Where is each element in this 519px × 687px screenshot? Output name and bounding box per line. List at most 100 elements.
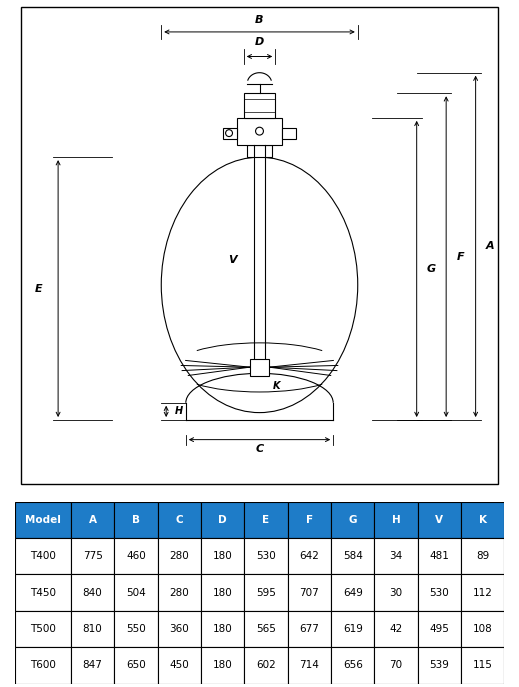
Bar bbox=[461, 611, 504, 647]
Text: T500: T500 bbox=[30, 624, 56, 634]
Circle shape bbox=[226, 130, 233, 137]
Text: A: A bbox=[486, 241, 495, 251]
Bar bbox=[158, 502, 201, 538]
Text: D: D bbox=[218, 515, 227, 525]
Text: T600: T600 bbox=[30, 660, 56, 671]
Text: G: G bbox=[427, 264, 436, 274]
Bar bbox=[418, 538, 461, 574]
Text: 70: 70 bbox=[389, 660, 403, 671]
Bar bbox=[244, 538, 288, 574]
Text: 108: 108 bbox=[473, 624, 493, 634]
Text: K: K bbox=[273, 381, 280, 391]
Bar bbox=[15, 574, 71, 611]
Bar bbox=[114, 502, 158, 538]
Text: 840: 840 bbox=[83, 587, 102, 598]
Bar bbox=[114, 574, 158, 611]
Bar bbox=[244, 93, 275, 118]
Text: F: F bbox=[457, 251, 465, 262]
Bar bbox=[201, 611, 244, 647]
Text: 504: 504 bbox=[126, 587, 146, 598]
Bar bbox=[71, 611, 114, 647]
Text: 34: 34 bbox=[389, 551, 403, 561]
Text: 714: 714 bbox=[299, 660, 319, 671]
Text: V: V bbox=[435, 515, 443, 525]
Bar bbox=[418, 611, 461, 647]
Text: 530: 530 bbox=[256, 551, 276, 561]
Bar bbox=[418, 647, 461, 684]
Bar bbox=[374, 538, 418, 574]
Text: A: A bbox=[89, 515, 97, 525]
Text: 539: 539 bbox=[430, 660, 449, 671]
Bar bbox=[418, 574, 461, 611]
Text: 360: 360 bbox=[169, 624, 189, 634]
Bar bbox=[288, 574, 331, 611]
Text: 180: 180 bbox=[213, 660, 233, 671]
Text: 650: 650 bbox=[126, 660, 146, 671]
Text: 656: 656 bbox=[343, 660, 363, 671]
Text: 810: 810 bbox=[83, 624, 102, 634]
Bar bbox=[71, 647, 114, 684]
Text: 89: 89 bbox=[476, 551, 489, 561]
Bar bbox=[247, 145, 272, 157]
Bar bbox=[158, 647, 201, 684]
Bar bbox=[461, 574, 504, 611]
Text: K: K bbox=[479, 515, 487, 525]
Bar bbox=[201, 538, 244, 574]
Text: H: H bbox=[392, 515, 401, 525]
Bar bbox=[244, 574, 288, 611]
Bar bbox=[250, 359, 269, 376]
Bar bbox=[461, 502, 504, 538]
Text: 112: 112 bbox=[473, 587, 493, 598]
Bar bbox=[237, 118, 282, 145]
Text: 550: 550 bbox=[126, 624, 146, 634]
Bar bbox=[288, 538, 331, 574]
Bar bbox=[15, 647, 71, 684]
Bar bbox=[374, 502, 418, 538]
Bar bbox=[461, 647, 504, 684]
Text: F: F bbox=[306, 515, 313, 525]
Bar bbox=[15, 538, 71, 574]
Bar bbox=[223, 128, 237, 139]
Bar bbox=[288, 647, 331, 684]
Text: T450: T450 bbox=[30, 587, 56, 598]
Bar bbox=[331, 574, 374, 611]
Text: 30: 30 bbox=[389, 587, 403, 598]
Text: H: H bbox=[174, 407, 183, 416]
Text: 707: 707 bbox=[299, 587, 319, 598]
Circle shape bbox=[255, 127, 264, 135]
Text: 602: 602 bbox=[256, 660, 276, 671]
Bar bbox=[374, 611, 418, 647]
Text: 649: 649 bbox=[343, 587, 363, 598]
Text: 775: 775 bbox=[83, 551, 102, 561]
Text: G: G bbox=[348, 515, 357, 525]
Text: 280: 280 bbox=[169, 551, 189, 561]
Bar bbox=[201, 647, 244, 684]
Text: 180: 180 bbox=[213, 587, 233, 598]
Bar bbox=[15, 611, 71, 647]
Bar bbox=[244, 502, 288, 538]
Bar bbox=[114, 538, 158, 574]
Text: E: E bbox=[35, 284, 42, 293]
Text: 42: 42 bbox=[389, 624, 403, 634]
Text: T400: T400 bbox=[30, 551, 56, 561]
Text: 642: 642 bbox=[299, 551, 319, 561]
Bar bbox=[282, 128, 296, 139]
Text: 460: 460 bbox=[126, 551, 146, 561]
Bar bbox=[201, 502, 244, 538]
Bar bbox=[15, 502, 71, 538]
Bar bbox=[331, 647, 374, 684]
Bar bbox=[461, 538, 504, 574]
Bar bbox=[374, 574, 418, 611]
Text: 280: 280 bbox=[169, 587, 189, 598]
Bar bbox=[244, 647, 288, 684]
Text: 595: 595 bbox=[256, 587, 276, 598]
Text: C: C bbox=[175, 515, 183, 525]
Text: V: V bbox=[228, 256, 237, 265]
Bar bbox=[288, 611, 331, 647]
Text: B: B bbox=[255, 14, 264, 25]
Text: 115: 115 bbox=[473, 660, 493, 671]
Text: 847: 847 bbox=[83, 660, 102, 671]
Bar bbox=[158, 574, 201, 611]
Bar bbox=[331, 611, 374, 647]
Bar bbox=[244, 611, 288, 647]
